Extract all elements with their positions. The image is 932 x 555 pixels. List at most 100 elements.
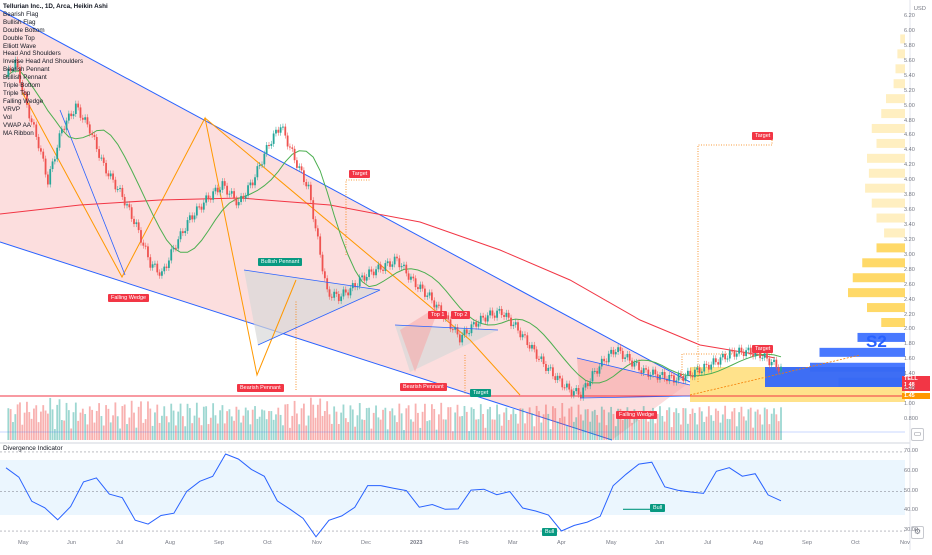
- pattern-label-target[interactable]: Target: [752, 132, 774, 140]
- legend-item[interactable]: Double Bottom: [3, 26, 45, 34]
- candle-body: [619, 347, 622, 351]
- volume-bar: [123, 404, 126, 440]
- volume-bar: [46, 413, 49, 440]
- legend-item[interactable]: Vol: [3, 113, 12, 121]
- legend-item[interactable]: VWAP AA: [3, 121, 31, 129]
- volume-bar: [44, 410, 47, 440]
- volume-profile-bar: [867, 153, 905, 163]
- channel-fill: [0, 10, 690, 440]
- volume-bar: [251, 409, 254, 440]
- candle-body: [333, 291, 336, 298]
- volume-bar: [444, 419, 447, 440]
- pattern-label-falling-wedge[interactable]: Falling Wedge: [108, 294, 150, 302]
- volume-bar: [379, 419, 382, 440]
- volume-bar: [721, 414, 724, 440]
- pattern-label-top1[interactable]: Top 1: [428, 311, 448, 319]
- volume-bar: [261, 409, 263, 440]
- legend-item[interactable]: Triple Top: [3, 89, 31, 97]
- x-tick-label: Jul: [116, 540, 124, 546]
- candle-body: [542, 356, 545, 365]
- candle-body: [272, 133, 275, 144]
- pattern-label-target[interactable]: Target: [349, 170, 371, 178]
- legend-item[interactable]: Bearish Flag: [3, 10, 39, 18]
- volume-bar: [40, 411, 42, 440]
- volume-bar: [780, 407, 782, 440]
- volume-bar: [396, 422, 398, 440]
- volume-bar: [610, 406, 613, 440]
- volume-bar: [775, 414, 778, 440]
- candle-body: [312, 200, 315, 220]
- volume-bar: [717, 410, 720, 440]
- volume-bar: [282, 425, 284, 440]
- y-tick-label: 4.80: [904, 117, 915, 124]
- legend-item[interactable]: Falling Wedge: [3, 97, 44, 105]
- pattern-label-top2[interactable]: Top 2: [451, 311, 471, 319]
- candle-body: [652, 369, 654, 375]
- pattern-label-bullish-pennant[interactable]: Bullish Pennant: [258, 258, 303, 266]
- pattern-label-falling-wedge[interactable]: Falling Wedge: [616, 411, 658, 419]
- scale-toggle-button[interactable]: ▭: [911, 428, 924, 441]
- osc-label-bull[interactable]: Bull: [542, 528, 558, 536]
- volume-profile-bar: [848, 288, 905, 298]
- candle-body: [561, 378, 564, 388]
- x-tick-label: Nov: [312, 540, 322, 546]
- volume-bar: [358, 403, 361, 440]
- pattern-label-bearish-pennant[interactable]: Bearish Pennant: [400, 383, 447, 391]
- candle-body: [531, 344, 533, 349]
- volume-bar: [698, 407, 701, 440]
- volume-bar: [265, 419, 268, 440]
- candle-body: [400, 266, 403, 268]
- volume-bar: [65, 402, 68, 440]
- volume-bar: [184, 426, 187, 440]
- volume-bar: [638, 419, 640, 440]
- volume-bar: [640, 416, 643, 440]
- indicator-legend[interactable]: Tellurian Inc., 1D, Arca, Heikin Ashi Be…: [3, 3, 108, 137]
- legend-item[interactable]: Bearish Pennant: [3, 66, 50, 74]
- volume-bar: [200, 425, 203, 440]
- legend-item[interactable]: Inverse Head And Shoulders: [3, 58, 84, 66]
- legend-item[interactable]: Triple Bottom: [3, 82, 41, 90]
- x-tick-label: Jun: [67, 540, 77, 546]
- y-tick-label: 5.60: [904, 57, 915, 64]
- legend-item[interactable]: Bullish Flag: [3, 18, 36, 26]
- legend-item[interactable]: Elliott Wave: [3, 42, 37, 50]
- candle-body: [379, 264, 382, 270]
- candle-body: [77, 103, 80, 108]
- legend-item[interactable]: VRVP: [3, 105, 21, 113]
- candle-body: [91, 133, 94, 135]
- volume-bar: [154, 412, 156, 440]
- volume-bar: [135, 427, 138, 440]
- y-tick-label: 5.20: [904, 87, 915, 94]
- volume-bar: [468, 431, 471, 440]
- legend-item[interactable]: MA Ribbon: [3, 129, 34, 137]
- volume-bar: [531, 413, 533, 440]
- osc-label-bull[interactable]: Bull: [650, 504, 666, 512]
- pattern-label-bearish-pennant[interactable]: Bearish Pennant: [237, 384, 284, 392]
- volume-bar: [212, 403, 215, 440]
- candle-body: [186, 220, 189, 231]
- candle-body: [263, 153, 266, 165]
- pattern-label-target[interactable]: Target: [470, 389, 492, 397]
- candle-body: [207, 195, 210, 199]
- candle-body: [421, 284, 424, 289]
- volume-bar: [247, 410, 249, 440]
- legend-item[interactable]: Double Top: [3, 34, 35, 42]
- pattern-label-target[interactable]: Target: [752, 345, 774, 353]
- volume-bar: [628, 412, 631, 440]
- volume-bar: [347, 422, 350, 440]
- candle-body: [684, 375, 687, 381]
- currency-label[interactable]: USD: [913, 6, 926, 12]
- legend-item[interactable]: Bullish Pennant: [3, 74, 47, 82]
- volume-profile-bar: [893, 79, 905, 89]
- settings-gear-icon[interactable]: ⚙: [911, 526, 924, 539]
- volume-bar: [414, 403, 417, 440]
- volume-bar: [302, 403, 305, 440]
- volume-bar: [773, 408, 775, 440]
- candle-body: [605, 361, 608, 363]
- candle-body: [14, 59, 17, 70]
- x-tick-label: Sep: [214, 540, 224, 546]
- candle-body: [696, 367, 699, 370]
- legend-item[interactable]: Head And Shoulders: [3, 50, 61, 58]
